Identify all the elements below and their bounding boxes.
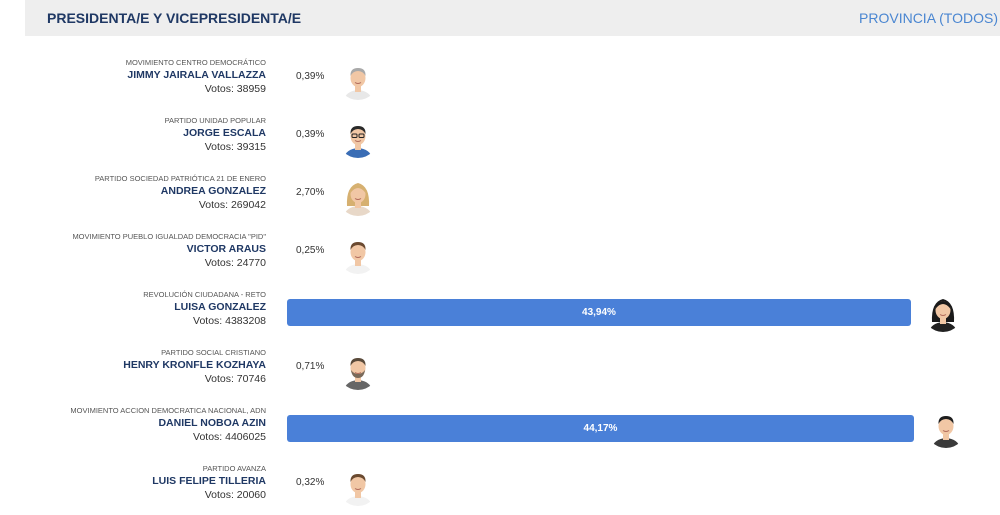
party-name: PARTIDO SOCIEDAD PATRIÓTICA 21 DE ENERO: [94, 174, 266, 183]
percentage-label: 2,70%: [296, 187, 325, 198]
party-name: MOVIMIENTO ACCION DEMOCRATICA NACIONAL, …: [70, 406, 266, 415]
party-name: REVOLUCIÓN CIUDADANA - RETO: [143, 290, 266, 299]
vote-bar: 44,17%: [287, 415, 914, 442]
page-title: PRESIDENTA/E Y VICEPRESIDENTA/E: [47, 10, 302, 26]
candidate-name: HENRY KRONFLE KOZHAYA: [123, 359, 266, 371]
candidate-info: PARTIDO SOCIAL CRISTIANO HENRY KRONFLE KO…: [0, 347, 266, 386]
vote-count: Votos: 4383208: [193, 315, 266, 327]
vote-bar: 43,94%: [287, 299, 911, 326]
candidate-info: PARTIDO SOCIEDAD PATRIÓTICA 21 DE ENERO A…: [0, 173, 266, 212]
candidate-row: PARTIDO SOCIAL CRISTIANO HENRY KRONFLE KO…: [0, 347, 1000, 399]
candidate-row: MOVIMIENTO PUEBLO IGUALDAD DEMOCRACIA "P…: [0, 231, 1000, 283]
candidate-name: DANIEL NOBOA AZIN: [158, 417, 266, 429]
blonde-woman-portrait-icon: [338, 176, 378, 216]
candidate-name: ANDREA GONZALEZ: [160, 185, 266, 197]
young-man-portrait-icon: [926, 408, 966, 448]
candidate-name: JORGE ESCALA: [183, 127, 266, 139]
man-portrait-icon: [338, 466, 378, 506]
vote-count: Votos: 39315: [204, 141, 266, 153]
bearded-man-portrait-icon: [338, 350, 378, 390]
candidate-row: MOVIMIENTO ACCION DEMOCRATICA NACIONAL, …: [0, 405, 1000, 457]
province-filter-link[interactable]: PROVINCIA (TODOS): [859, 10, 998, 26]
dark-hair-woman-portrait-icon: [923, 292, 963, 332]
candidate-info: PARTIDO AVANZA LUIS FELIPE TILLERIA Votos:…: [0, 463, 266, 502]
candidate-row: PARTIDO UNIDAD POPULAR JORGE ESCALA Votos:…: [0, 115, 1000, 167]
percentage-label: 44,17%: [583, 423, 618, 434]
percentage-label: 43,94%: [582, 307, 616, 318]
candidate-name: JIMMY JAIRALA VALLAZZA: [127, 69, 266, 81]
percentage-label: 0,39%: [296, 71, 325, 82]
vote-count: Votos: 70746: [204, 373, 266, 385]
candidate-row: MOVIMIENTO CENTRO DEMOCRÁTICO JIMMY JAIRA…: [0, 57, 1000, 109]
candidate-info: PARTIDO UNIDAD POPULAR JORGE ESCALA Votos:…: [0, 115, 266, 154]
party-name: PARTIDO SOCIAL CRISTIANO: [161, 348, 266, 357]
section-header: PRESIDENTA/E Y VICEPRESIDENTA/E PROVINCI…: [25, 0, 1000, 36]
candidate-name: VICTOR ARAUS: [186, 243, 266, 255]
percentage-label: 0,39%: [296, 129, 325, 140]
vote-count: Votos: 269042: [198, 199, 266, 211]
candidate-row: PARTIDO AVANZA LUIS FELIPE TILLERIA Votos:…: [0, 463, 1000, 515]
percentage-label: 0,71%: [296, 361, 325, 372]
candidate-name: LUISA GONZALEZ: [174, 301, 266, 313]
vote-count: Votos: 38959: [204, 83, 266, 95]
party-name: PARTIDO AVANZA: [202, 464, 266, 473]
vote-count: Votos: 20060: [204, 489, 266, 501]
party-name: PARTIDO UNIDAD POPULAR: [164, 116, 266, 125]
vote-count: Votos: 4406025: [193, 431, 266, 443]
party-name: MOVIMIENTO PUEBLO IGUALDAD DEMOCRACIA "P…: [72, 232, 266, 241]
candidate-info: MOVIMIENTO CENTRO DEMOCRÁTICO JIMMY JAIRA…: [0, 57, 266, 96]
percentage-label: 0,32%: [296, 477, 325, 488]
candidate-row: REVOLUCIÓN CIUDADANA - RETO LUISA GONZALE…: [0, 289, 1000, 341]
party-name: MOVIMIENTO CENTRO DEMOCRÁTICO: [125, 58, 266, 67]
percentage-label: 0,25%: [296, 245, 325, 256]
man-portrait-icon: [338, 234, 378, 274]
gray-hair-man-portrait-icon: [338, 60, 378, 100]
candidate-row: PARTIDO SOCIEDAD PATRIÓTICA 21 DE ENERO A…: [0, 173, 1000, 225]
candidate-info: MOVIMIENTO PUEBLO IGUALDAD DEMOCRACIA "P…: [0, 231, 266, 270]
vote-count: Votos: 24770: [204, 257, 266, 269]
candidate-info: MOVIMIENTO ACCION DEMOCRATICA NACIONAL, …: [0, 405, 266, 444]
glasses-man-portrait-icon: [338, 118, 378, 158]
candidate-info: REVOLUCIÓN CIUDADANA - RETO LUISA GONZALE…: [0, 289, 266, 328]
candidate-name: LUIS FELIPE TILLERIA: [152, 475, 266, 487]
